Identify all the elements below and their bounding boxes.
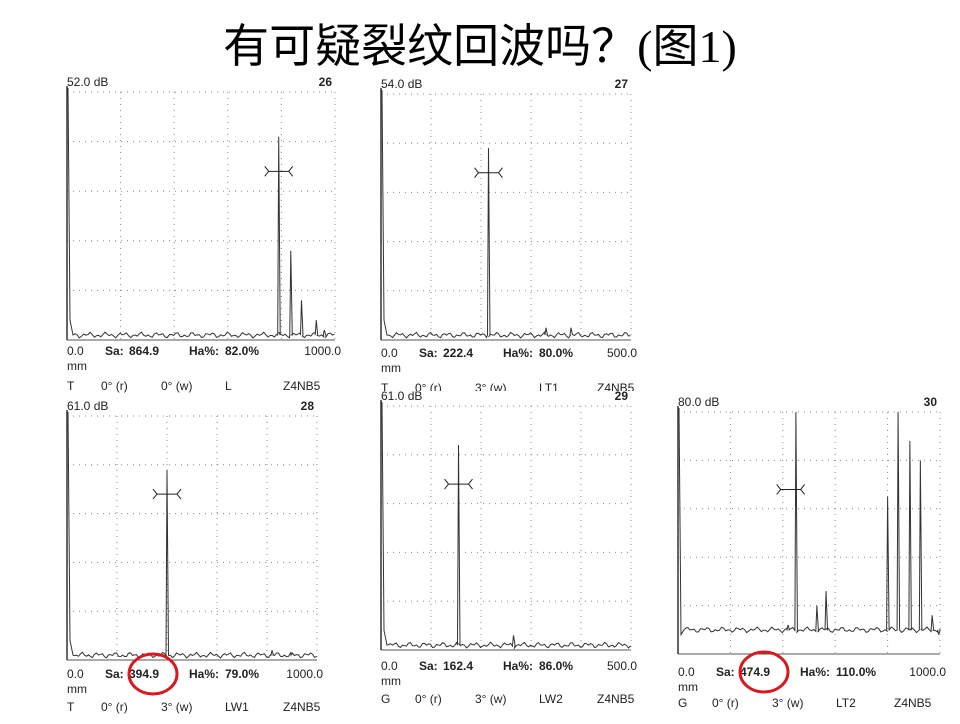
footer-item: LW1 [225,700,249,714]
ha-label: Ha%: [189,344,219,358]
sa-value: 474.9 [740,665,770,679]
panel-number: 30 [924,395,938,409]
range-end: 500.0 [607,659,637,673]
panel-number: 27 [615,77,629,91]
footer-item: G [678,696,687,710]
gate-marker [474,167,503,179]
range-start: 0.0 [67,667,84,681]
ha-label: Ha%: [503,346,533,360]
footer: T 0° (r) 3° (w) LT1 Z4NB5 [381,381,635,395]
sa-value: 864.9 [129,344,159,358]
range-end: 500.0 [607,346,637,360]
gain-label: 80.0 dB [678,395,719,409]
range-unit: mm [381,361,401,375]
range-unit: mm [67,359,87,373]
ha-value: 82.0% [225,344,259,358]
footer-item: T [67,379,75,393]
gate-marker [152,488,182,500]
footer-item: 0° (r) [101,379,128,393]
gain-label: 61.0 dB [381,389,422,403]
scan-panel: 52.0 dB 26 0.0mm Sa: 864.9 Ha%: 82.0% 1000.0 T 0°… [66,75,341,393]
footer-item: 3° (w) [475,381,506,395]
footer-item: 3° (w) [161,700,192,714]
footer: T 0° (r) 3° (w) LW1 Z4NB5 [67,700,321,714]
range-unit: mm [678,680,698,694]
slide-title: 有可疑裂纹回波吗？(图1) [223,21,737,72]
footer-item: 3° (w) [475,692,506,706]
ha-value: 110.0% [836,665,876,679]
footer-item: LT1 [539,381,559,395]
sa-label: Sa: [716,665,735,679]
footer-item: 3° (w) [772,696,803,710]
ha-value: 80.0% [539,346,573,360]
footer-item: Z4NB5 [597,692,635,706]
range-end: 1000.0 [304,344,341,358]
footer-item: 0° (r) [101,700,128,714]
footer-item: 0° (w) [161,379,192,393]
range-start: 0.0 [678,665,695,679]
sa-value: 394.9 [129,667,159,681]
echo-trace [67,411,317,659]
footer: G 0° (r) 3° (w) LW2 Z4NB5 [381,692,635,706]
echo-trace [381,89,631,339]
gate-marker [444,478,473,490]
sa-label: Sa: [105,344,124,358]
range-start: 0.0 [67,344,84,358]
sa-value: 162.4 [443,659,473,673]
gain-label: 54.0 dB [381,77,422,91]
scan-panel: 61.0 dB 29 0.0mm Sa: 162.4 Ha%: 86.0% 500.0 G 0° … [380,389,637,706]
footer-item: 0° (r) [415,381,442,395]
footer-item: Z4NB5 [894,696,932,710]
footer-item: L [225,379,232,393]
panel-number: 26 [319,75,333,89]
echo-trace [678,407,941,637]
ha-value: 86.0% [539,659,573,673]
scan-panel: 54.0 dB 27 0.0mm Sa: 222.4 Ha%: 80.0% 500.0 T 0° … [380,77,637,395]
gain-label: 61.0 dB [67,399,108,413]
sa-value: 222.4 [443,346,473,360]
ha-label: Ha%: [189,667,219,681]
footer-item: Z4NB5 [597,381,635,395]
footer-item: 0° (r) [712,696,739,710]
range-start: 0.0 [381,346,398,360]
echo-trace [381,401,631,650]
scan-panel: 61.0 dB 28 0.0mm Sa: 394.9 Ha%: 79.0% 1000.0 T 0°… [66,399,323,714]
ha-label: Ha%: [503,659,533,673]
panel-number: 29 [615,389,629,403]
footer-item: Z4NB5 [283,700,321,714]
gain-label: 52.0 dB [67,75,108,89]
gate-marker [264,166,294,177]
range-start: 0.0 [381,659,398,673]
footer-item: LW2 [539,692,563,706]
footer-item: T [67,700,75,714]
echo-trace [67,87,335,339]
sa-label: Sa: [419,346,438,360]
scan-panel: 80.0 dB 30 0.0mm Sa: 474.9 Ha%: 110.0% 1000.0 G 0… [677,395,946,710]
ha-label: Ha%: [800,665,830,679]
footer-item: LT2 [836,696,856,710]
panel-number: 28 [301,399,315,413]
highlight-circle [127,652,179,696]
footer-item: T [381,381,389,395]
sa-label: Sa: [419,659,438,673]
footer: G 0° (r) 3° (w) LT2 Z4NB5 [678,696,932,710]
footer-item: Z4NB5 [283,379,321,393]
range-unit: mm [67,682,87,696]
footer: T 0° (r) 0° (w) L Z4NB5 [67,379,321,393]
range-unit: mm [381,674,401,688]
highlight-circle [738,650,790,694]
footer-item: 0° (r) [415,692,442,706]
ha-value: 79.0% [225,667,259,681]
sa-label: Sa: [105,667,124,681]
range-end: 1000.0 [909,665,946,679]
footer-item: G [381,692,390,706]
gate-marker [776,484,806,495]
range-end: 1000.0 [286,667,323,681]
